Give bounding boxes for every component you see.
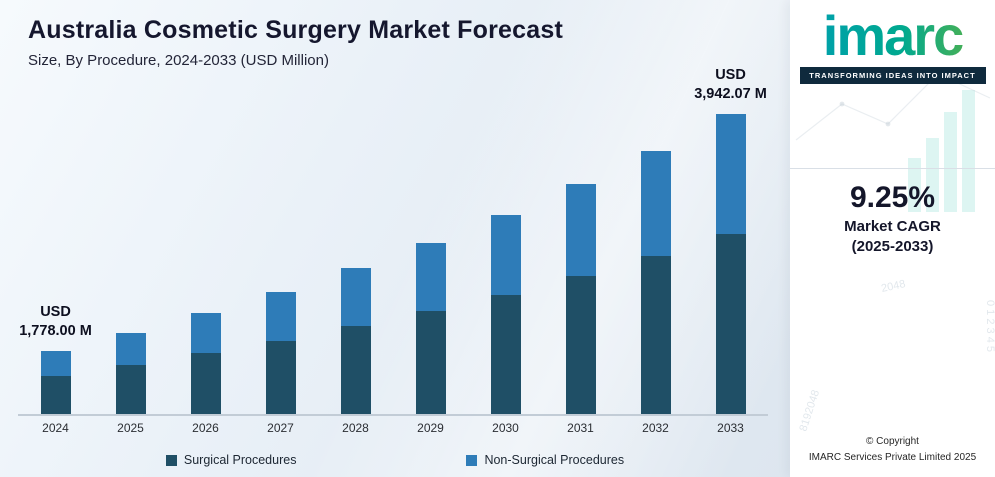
stacked-bar-2029 [415,243,446,414]
stacked-bar-2025 [115,333,146,414]
bar-segment-non-surgical [115,333,146,365]
imarc-logo-text: imarc [800,8,986,64]
copyright: © Copyright IMARC Services Private Limit… [790,434,995,465]
total-annotation-2024: USD 1,778.00 M [19,304,92,340]
bar-segment-non-surgical [190,313,221,353]
x-axis-label-2031: 2031 [567,421,594,435]
x-axis-label-2029: 2029 [417,421,444,435]
bar-segment-non-surgical [715,114,746,234]
legend-label: Non-Surgical Procedures [484,453,625,467]
bar-column-2032 [618,151,693,414]
x-axis-label-2026: 2026 [192,421,219,435]
bar-segment-non-surgical [340,268,371,326]
x-axis-label-2028: 2028 [342,421,369,435]
legend-item: Surgical Procedures [165,453,297,467]
x-axis-label-2030: 2030 [492,421,519,435]
bar-segment-non-surgical [415,243,446,311]
bar-segment-surgical [415,311,446,414]
bar-segment-surgical [115,365,146,414]
legend-swatch [165,454,177,466]
chart-header: Australia Cosmetic Surgery Market Foreca… [28,16,770,69]
bar-segment-surgical [340,326,371,414]
stacked-bar-2024 [40,351,71,414]
x-axis-labels: 2024 2025 2026 2027 2028 2029 2030 2031 2032 2033 [18,416,768,435]
bar-segment-non-surgical [40,351,71,376]
total-annotation-2033: USD 3,942.07 M [694,67,767,103]
bar-column-2027 [243,292,318,414]
bar-segment-non-surgical [640,151,671,256]
x-axis-label-2025: 2025 [117,421,144,435]
bar-column-2030 [468,215,543,414]
bar-segment-non-surgical [265,292,296,341]
stacked-bar-2026 [190,313,221,414]
stacked-bar-2027 [265,292,296,414]
cagr-value: 9.25% [849,181,936,214]
imarc-logo-tagline: TRANSFORMING IDEAS INTO IMPACT [799,67,986,84]
copyright-line2: IMARC Services Private Limited 2025 [808,451,977,463]
brand-panel: 2048 8192048 0 1 2 3 4 5 imarc TRANSFORM… [790,0,995,477]
bar-column-2025 [93,333,168,414]
stacked-bar-2031 [565,184,596,414]
decorative-numbers: 8192048 [797,388,822,432]
decorative-numbers: 2048 [880,278,906,295]
imarc-logo: imarc TRANSFORMING IDEAS INTO IMPACT [799,8,986,84]
bar-chart: USD 1,778.00 M USD 3,942.07 M 2024 2025 2026 2… [18,67,768,435]
bar-column-2029 [393,243,468,414]
chart-panel: Australia Cosmetic Surgery Market Foreca… [0,0,790,477]
bar-column-2024: USD 1,778.00 M [18,304,93,414]
chart-subtitle: Size, By Procedure, 2024-2033 (USD Milli… [28,52,329,69]
legend: Surgical Procedures Non-Surgical Procedur… [0,453,790,467]
stacked-bar-2033 [715,114,746,414]
bar-segment-surgical [190,353,221,414]
bar-segment-non-surgical [565,184,596,276]
bar-column-2026 [168,313,243,414]
stacked-bar-2032 [640,151,671,414]
bar-segment-surgical [565,276,596,414]
bar-column-2028 [318,268,393,414]
chart-title: Australia Cosmetic Surgery Market Foreca… [28,16,563,44]
cagr-label-line1: Market CAGR [844,218,941,235]
stacked-bar-2028 [340,268,371,414]
bar-segment-surgical [265,341,296,414]
x-axis-label-2024: 2024 [42,421,69,435]
decorative-numbers: 0 1 2 3 4 5 [984,300,995,352]
bar-segment-surgical [640,256,671,414]
x-axis-label-2032: 2032 [642,421,669,435]
plot-area: USD 1,778.00 M USD 3,942.07 M [18,67,768,416]
bar-segment-surgical [490,295,521,414]
cagr-block: 9.25% Market CAGR (2025-2033) [790,168,995,255]
cagr-label-line2: (2025-2033) [851,238,934,255]
copyright-line1: © Copyright [866,436,919,447]
legend-label: Surgical Procedures [183,453,297,467]
bar-column-2033: USD 3,942.07 M [693,67,768,414]
stacked-bar-2030 [490,215,521,414]
brand-content: imarc TRANSFORMING IDEAS INTO IMPACT 9.2… [790,0,995,255]
bar-segment-surgical [715,234,746,414]
bar-segment-non-surgical [490,215,521,295]
bar-column-2031 [543,184,618,414]
legend-swatch [466,454,478,466]
x-axis-label-2027: 2027 [267,421,294,435]
bar-segment-surgical [40,376,71,414]
x-axis-label-2033: 2033 [717,421,744,435]
legend-item: Non-Surgical Procedures [466,453,624,467]
